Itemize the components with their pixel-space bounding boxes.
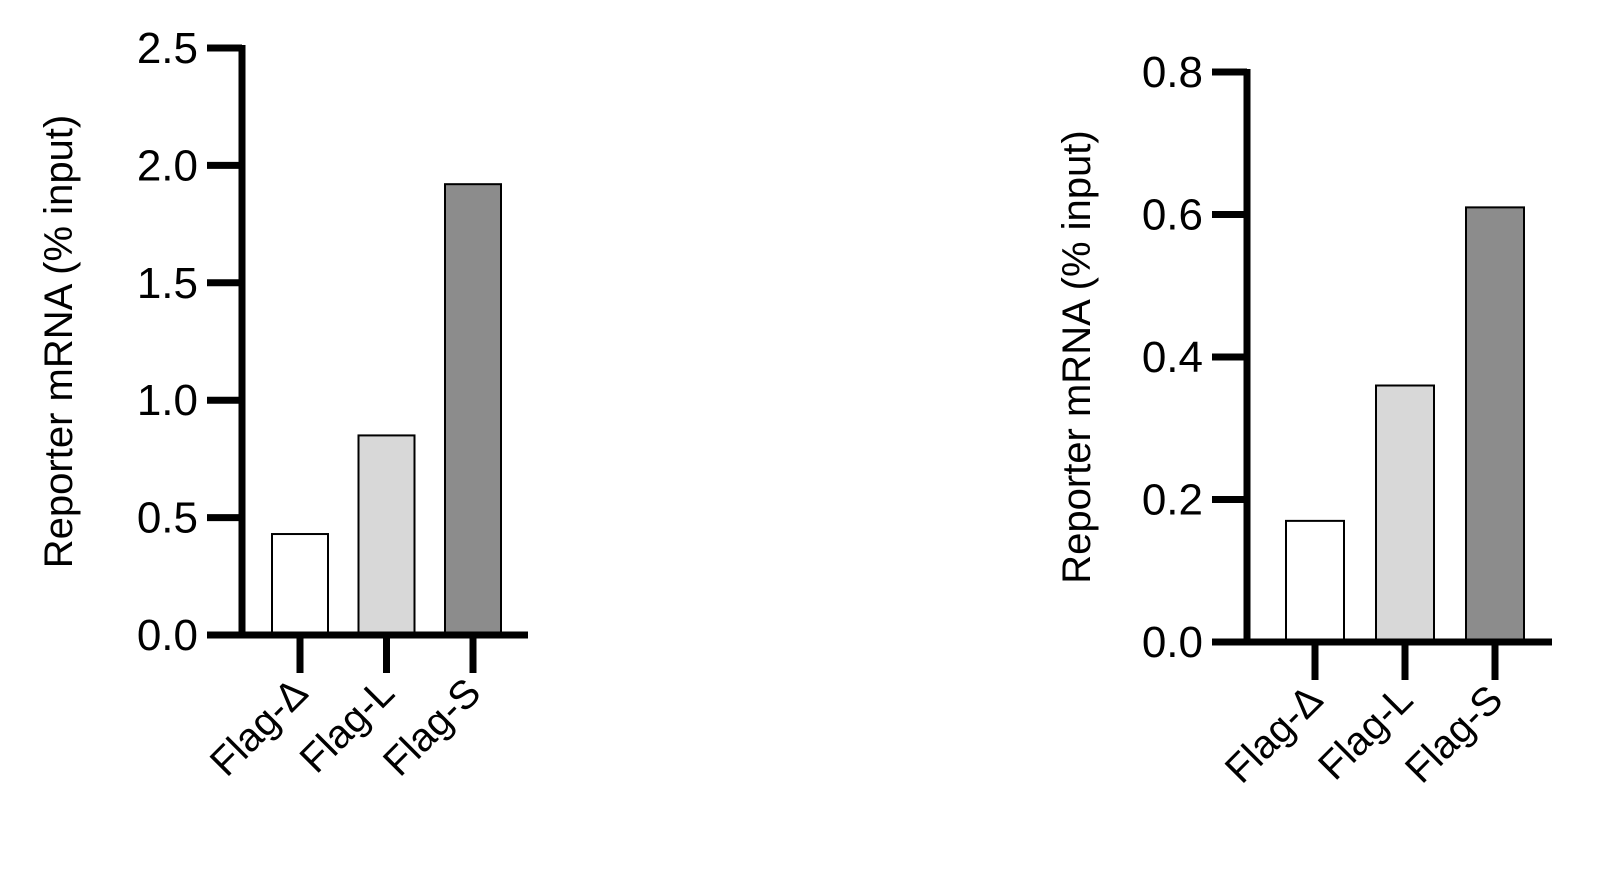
x-tick-label: Flag-Δ (202, 670, 316, 784)
bar-0-0 (271, 533, 329, 637)
y-axis-title: Reporter mRNA (% input) (1055, 130, 1099, 583)
y-tick-label: 1.5 (137, 259, 198, 308)
bar-1-1 (1375, 384, 1435, 643)
y-tick-label: 0.0 (1142, 618, 1203, 667)
bar-0-2 (444, 183, 502, 637)
bar-1-2 (1465, 206, 1525, 643)
y-tick-label: 2.5 (137, 24, 198, 73)
y-tick-label: 0.4 (1142, 333, 1203, 382)
y-tick-label: 0.8 (1142, 48, 1203, 97)
y-tick-label: 0.0 (137, 611, 198, 660)
bar-1-0 (1285, 519, 1345, 643)
x-tick-label: Flag-S (375, 670, 489, 784)
y-tick-label: 2.0 (137, 141, 198, 190)
y-tick-label: 0.2 (1142, 476, 1203, 525)
bar-0-1 (357, 434, 416, 637)
y-axis-title: Reporter mRNA (% input) (37, 115, 81, 568)
left-bar-chart: 0.00.51.01.52.02.5Flag-ΔFlag-LFlag-SRepo… (37, 24, 528, 785)
x-tick-label: Flag-L (1310, 677, 1421, 788)
y-tick-label: 0.5 (137, 494, 198, 543)
y-tick-label: 0.6 (1142, 191, 1203, 240)
x-tick-label: Flag-Δ (1217, 677, 1331, 791)
x-tick-label: Flag-S (1397, 677, 1511, 791)
y-tick-label: 1.0 (137, 376, 198, 425)
